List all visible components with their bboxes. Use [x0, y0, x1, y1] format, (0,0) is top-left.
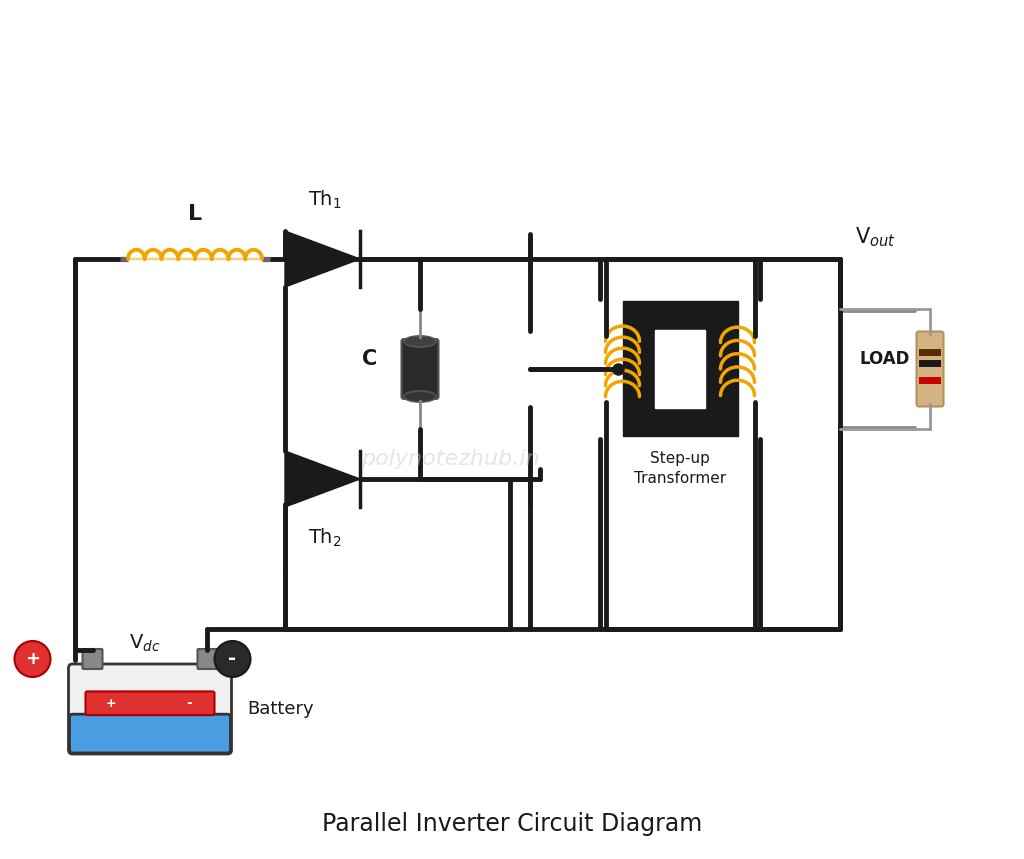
- Text: +: +: [25, 650, 40, 668]
- Text: C: C: [362, 349, 378, 369]
- Polygon shape: [285, 231, 360, 287]
- Text: Th$_1$: Th$_1$: [308, 189, 342, 211]
- Text: polynotezhub.in: polynotezhub.in: [360, 449, 540, 469]
- FancyBboxPatch shape: [70, 714, 230, 753]
- Text: +: +: [105, 697, 117, 710]
- Text: V$_{dc}$: V$_{dc}$: [129, 633, 161, 654]
- Circle shape: [14, 641, 50, 677]
- Text: Th$_2$: Th$_2$: [308, 527, 342, 549]
- FancyBboxPatch shape: [69, 664, 231, 754]
- Ellipse shape: [404, 391, 436, 402]
- Text: Battery: Battery: [248, 700, 314, 718]
- FancyBboxPatch shape: [85, 691, 214, 715]
- Text: Step-up
Transformer: Step-up Transformer: [634, 452, 726, 486]
- Ellipse shape: [404, 336, 436, 347]
- Bar: [919, 377, 941, 384]
- FancyBboxPatch shape: [198, 649, 217, 669]
- Circle shape: [214, 641, 251, 677]
- FancyBboxPatch shape: [401, 339, 438, 399]
- Text: Parallel Inverter Circuit Diagram: Parallel Inverter Circuit Diagram: [322, 812, 702, 836]
- Polygon shape: [285, 451, 360, 507]
- Text: -: -: [186, 697, 191, 710]
- Text: -: -: [228, 649, 237, 668]
- Text: LOAD: LOAD: [860, 350, 910, 368]
- Bar: [919, 360, 941, 367]
- Bar: [623, 302, 737, 436]
- Text: L: L: [188, 204, 202, 224]
- Bar: [655, 330, 705, 408]
- Bar: [919, 349, 941, 356]
- FancyBboxPatch shape: [916, 332, 943, 406]
- FancyBboxPatch shape: [83, 649, 102, 669]
- Text: V$_{out}$: V$_{out}$: [855, 225, 896, 249]
